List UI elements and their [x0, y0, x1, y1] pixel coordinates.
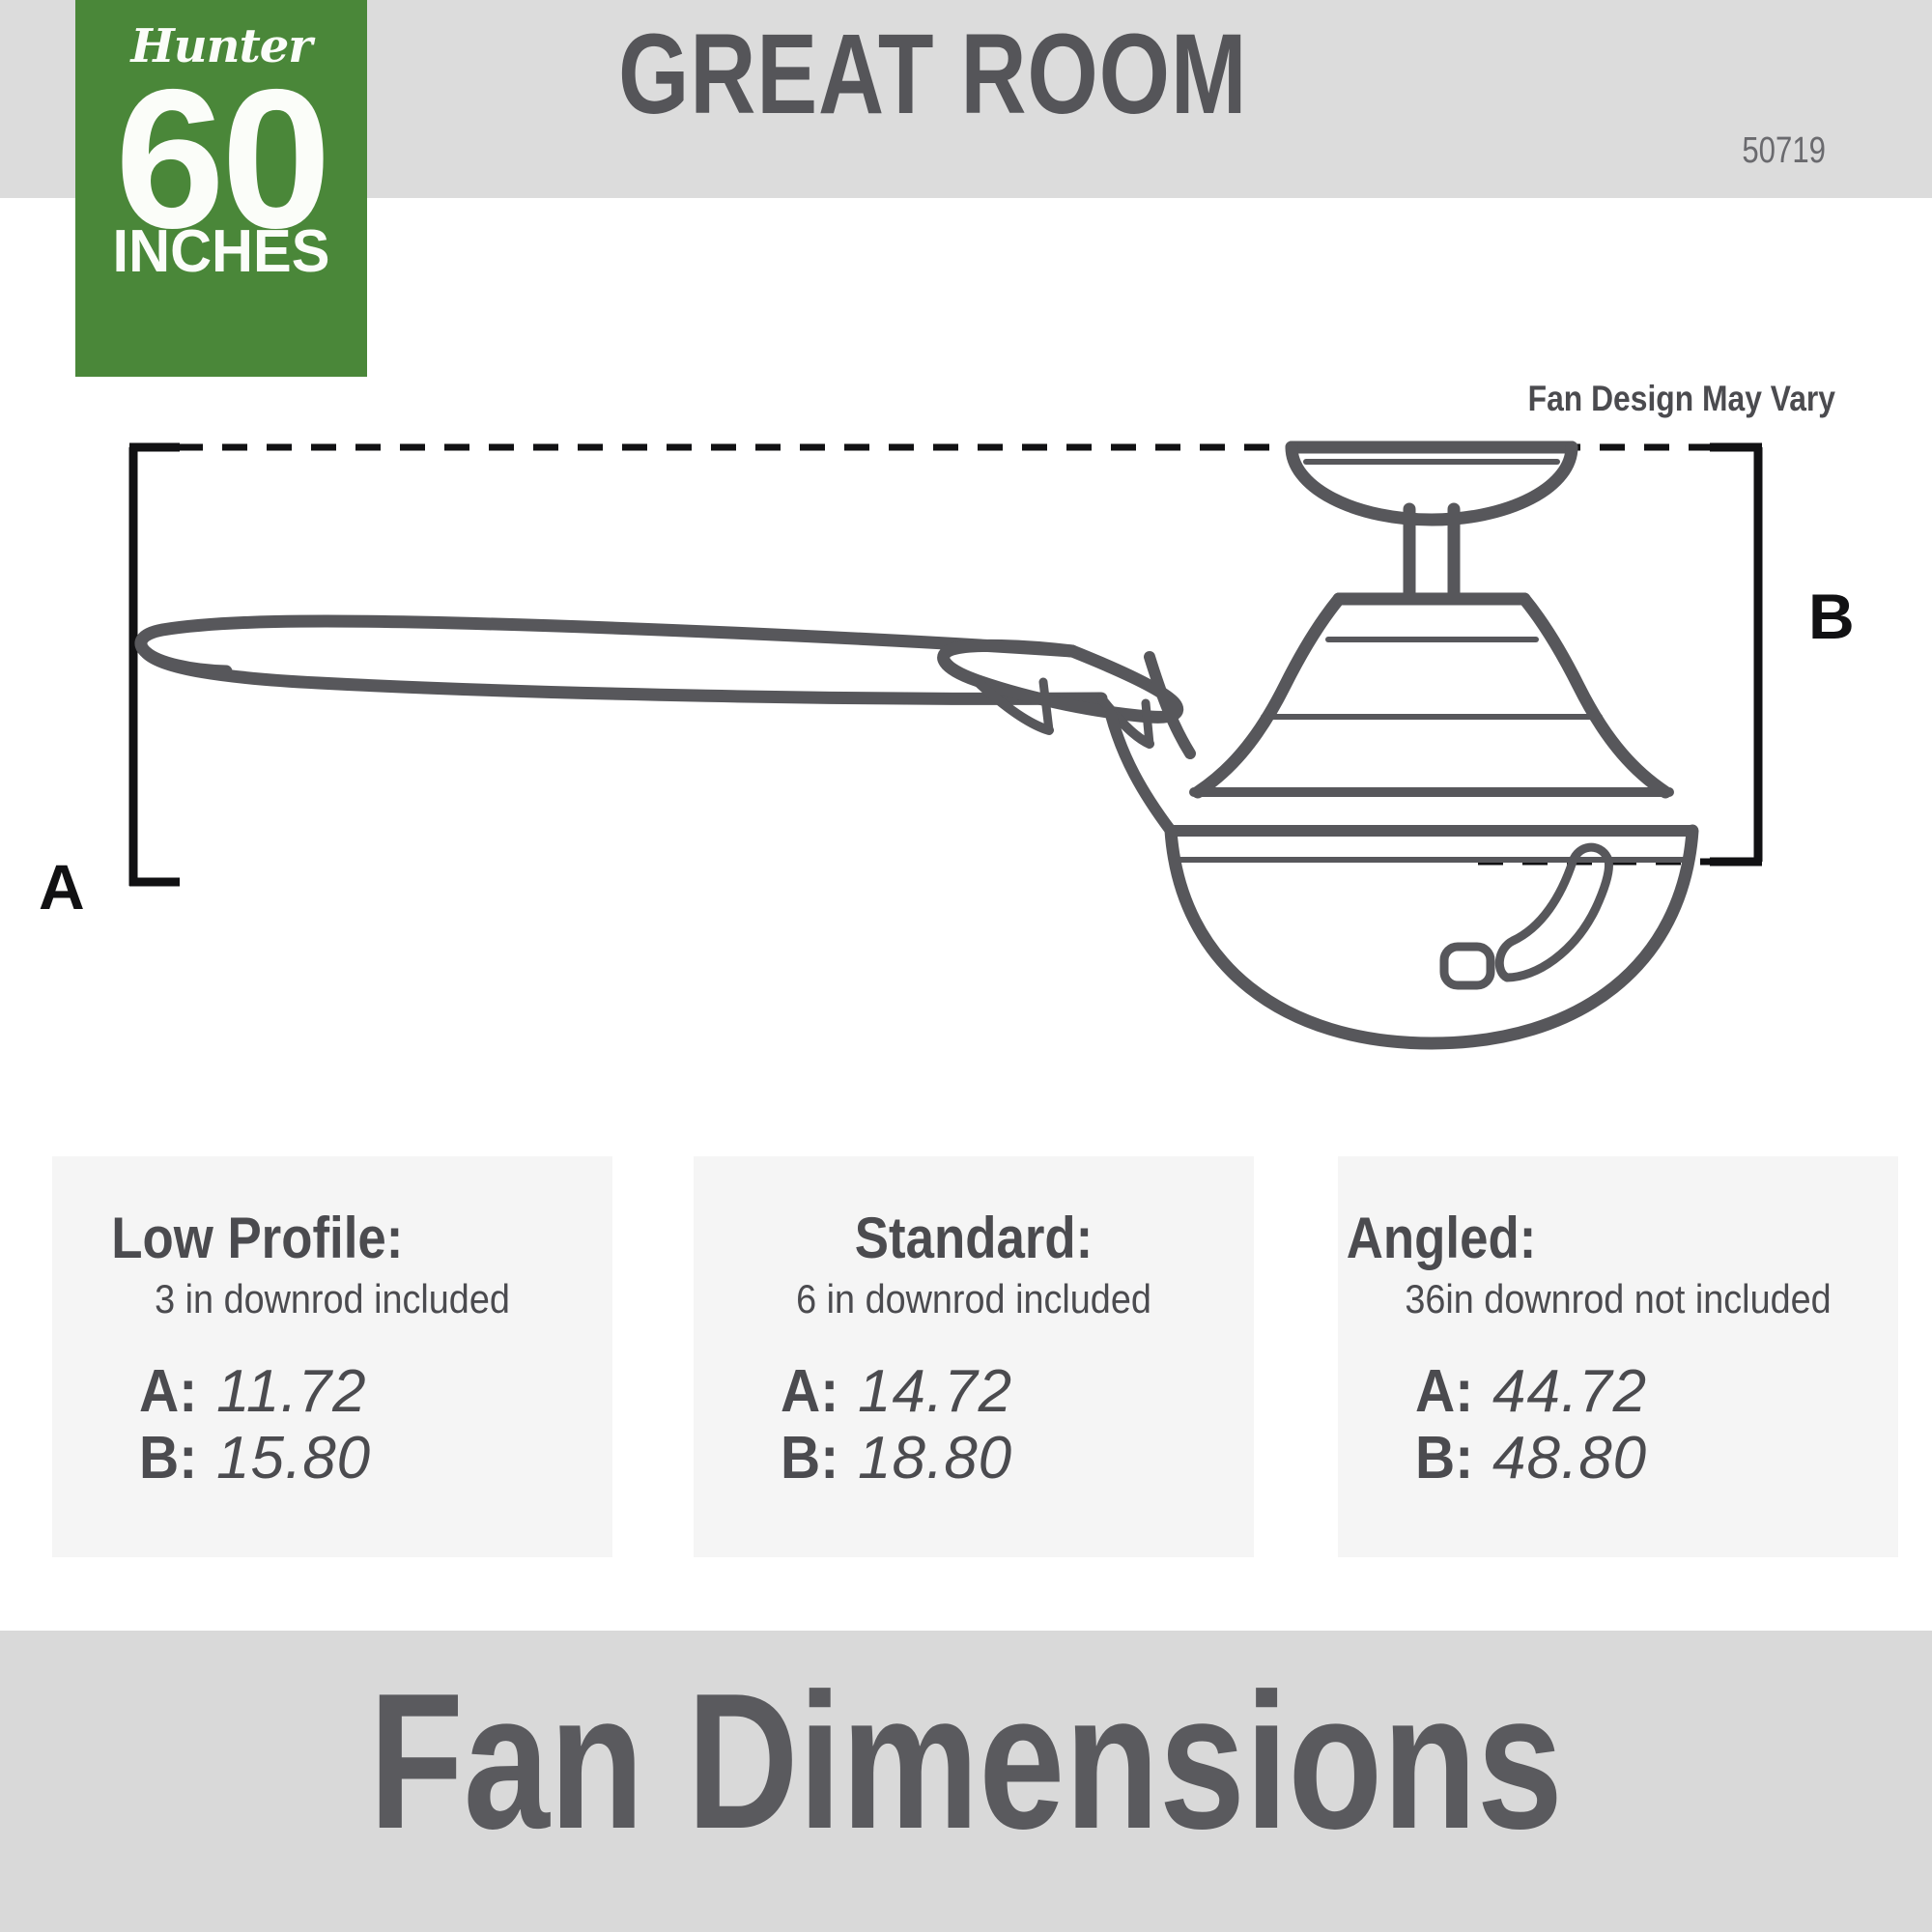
badge-size-number: 60: [114, 48, 331, 270]
dimension-row-a: A: 44.72: [1415, 1358, 1898, 1425]
footer-band: Fan Dimensions: [0, 1631, 1932, 1932]
dimension-value-a: 44.72: [1492, 1358, 1648, 1425]
dimension-row-b: B: 15.80: [139, 1425, 612, 1492]
page-title: GREAT ROOM: [618, 11, 1248, 138]
motor-housing-body: [1189, 592, 1674, 799]
card-low-profile: Low Profile: 3 in downrod included A: 11.…: [52, 1156, 612, 1557]
dimension-key-a: A:: [1415, 1358, 1474, 1425]
dimension-value-a: 14.72: [858, 1358, 1013, 1425]
blade-mount-bracket: [937, 639, 1196, 837]
dimension-row-a: A: 14.72: [781, 1358, 1254, 1425]
dimension-row-b: B: 18.80: [781, 1425, 1254, 1492]
card-dimensions: A: 44.72 B: 48.80: [1338, 1358, 1898, 1492]
pull-chain-details: [1439, 842, 1613, 990]
dimension-value-b: 48.80: [1492, 1425, 1648, 1492]
dimension-key-b: B:: [139, 1425, 198, 1492]
dimension-label-a: A: [39, 851, 85, 923]
card-title: Angled:: [1346, 1206, 1537, 1270]
dimension-value-b: 18.80: [858, 1425, 1013, 1492]
fan-blade-left: [134, 614, 1108, 705]
card-angled: Angled: 36in downrod not included A: 44.7…: [1338, 1156, 1898, 1557]
card-dimensions: A: 11.72 B: 15.80: [52, 1358, 612, 1492]
canopy: [1285, 440, 1578, 526]
card-dimensions: A: 14.72 B: 18.80: [694, 1358, 1254, 1492]
hunter-brand-logo: Hunter: [130, 19, 312, 73]
fan-schematic-svg: [128, 440, 1763, 1050]
card-standard: Standard: 6 in downrod included A: 14.72 …: [694, 1156, 1254, 1557]
model-number: 50719: [1742, 130, 1826, 171]
dimension-value-b: 15.80: [216, 1425, 372, 1492]
motor-housing-collar: [1325, 592, 1539, 642]
dimension-key-b: B:: [781, 1425, 839, 1492]
card-title: Low Profile:: [111, 1206, 404, 1270]
card-title: Standard:: [854, 1206, 1094, 1270]
badge-size-unit: INCHES: [112, 218, 330, 285]
dimension-key-b: B:: [1415, 1425, 1474, 1492]
light-kit-bowl: [1164, 824, 1699, 1050]
switch-housing-band: [1165, 825, 1698, 863]
fan-diagram: Fan Design May Vary A B: [0, 367, 1932, 1140]
dimension-row-a: A: 11.72: [139, 1358, 612, 1425]
card-subtitle: 36in downrod not included: [1405, 1276, 1832, 1321]
footer-title: Fan Dimensions: [369, 1654, 1563, 1869]
dimension-key-a: A:: [781, 1358, 839, 1425]
downrod-option-cards: Low Profile: 3 in downrod included A: 11.…: [0, 1156, 1932, 1557]
design-may-vary-note: Fan Design May Vary: [1527, 379, 1835, 418]
dimension-bracket-b: [1710, 442, 1763, 867]
card-subtitle: 6 in downrod included: [796, 1276, 1151, 1321]
dimension-label-b: B: [1808, 581, 1855, 652]
dimension-value-a: 11.72: [216, 1358, 367, 1425]
ceiling-fan-drawing: [134, 440, 1699, 1050]
card-subtitle: 3 in downrod included: [155, 1276, 510, 1321]
size-badge: Hunter 60 INCHES: [75, 0, 367, 377]
dimension-key-a: A:: [139, 1358, 198, 1425]
downrod: [1403, 502, 1461, 606]
dimension-bracket-a: [128, 442, 180, 887]
dimension-row-b: B: 48.80: [1415, 1425, 1898, 1492]
